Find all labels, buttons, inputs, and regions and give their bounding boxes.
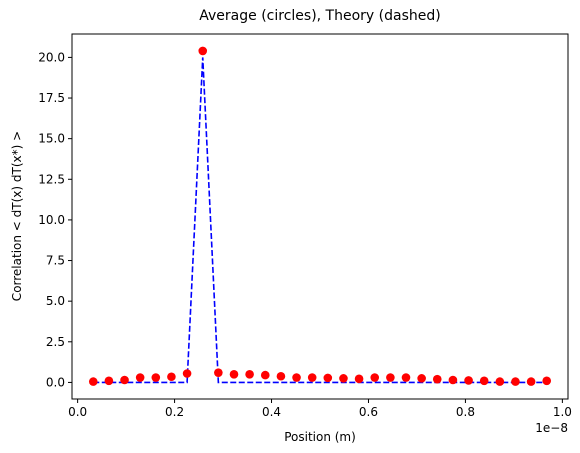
average-point bbox=[542, 376, 552, 386]
y-axis-label: Correlation < dT(x) dT(x*) > bbox=[10, 131, 24, 301]
average-point bbox=[182, 369, 192, 378]
x-tick-label: 0.8 bbox=[456, 405, 475, 419]
average-point bbox=[292, 373, 301, 382]
average-point bbox=[479, 376, 489, 386]
axes: 0.0 0.2 0.4 0.6 0.8 1.0 0.0 2.5 5.0 7.5 10.0 12.5 15… bbox=[38, 33, 572, 419]
average-point bbox=[401, 373, 411, 382]
average-point bbox=[229, 370, 239, 379]
average-point bbox=[448, 375, 458, 385]
y-tick-label: 0.0 bbox=[46, 375, 65, 389]
y-tick-label: 2.5 bbox=[46, 335, 65, 349]
average-point bbox=[526, 377, 536, 386]
x-tick-label: 0.6 bbox=[359, 405, 378, 419]
average-point bbox=[417, 374, 426, 383]
x-tick-label: 1.0 bbox=[553, 405, 572, 419]
average-point bbox=[323, 373, 333, 383]
average-point bbox=[120, 375, 129, 385]
chart-title: Average (circles), Theory (dashed) bbox=[199, 8, 440, 24]
x-tick-label: 0.4 bbox=[262, 405, 281, 419]
average-point bbox=[276, 371, 286, 381]
average-point bbox=[167, 372, 176, 382]
chart-marks bbox=[88, 46, 552, 386]
average-point bbox=[354, 374, 364, 384]
y-tick-label: 15.0 bbox=[38, 132, 65, 146]
average-point bbox=[135, 373, 145, 382]
y-tick-label: 10.0 bbox=[38, 213, 65, 227]
average-point bbox=[307, 373, 317, 382]
average-point bbox=[214, 368, 223, 377]
x-offset-text: 1e−8 bbox=[535, 421, 568, 435]
y-tick-label: 7.5 bbox=[46, 254, 65, 268]
average-point bbox=[151, 373, 161, 382]
x-tick-label: 0.0 bbox=[68, 405, 87, 419]
y-tick-label: 17.5 bbox=[38, 91, 65, 105]
average-point bbox=[198, 46, 208, 56]
y-tick-label: 12.5 bbox=[38, 172, 65, 186]
x-tick-label: 0.2 bbox=[165, 405, 184, 419]
average-point bbox=[104, 376, 114, 386]
average-point bbox=[370, 373, 380, 382]
y-tick-label: 20.0 bbox=[38, 50, 65, 64]
average-point bbox=[386, 373, 395, 382]
average-point bbox=[464, 376, 473, 385]
average-point bbox=[511, 377, 520, 386]
plot-background bbox=[72, 34, 568, 399]
x-axis-label: Position (m) bbox=[284, 430, 356, 444]
average-point bbox=[339, 374, 348, 383]
plot-frame bbox=[71, 33, 569, 400]
y-tick-label: 5.0 bbox=[46, 294, 65, 308]
average-point bbox=[432, 374, 442, 384]
average-point bbox=[260, 370, 270, 380]
average-point bbox=[245, 370, 254, 379]
average-point bbox=[88, 377, 98, 386]
average-point bbox=[495, 377, 505, 386]
